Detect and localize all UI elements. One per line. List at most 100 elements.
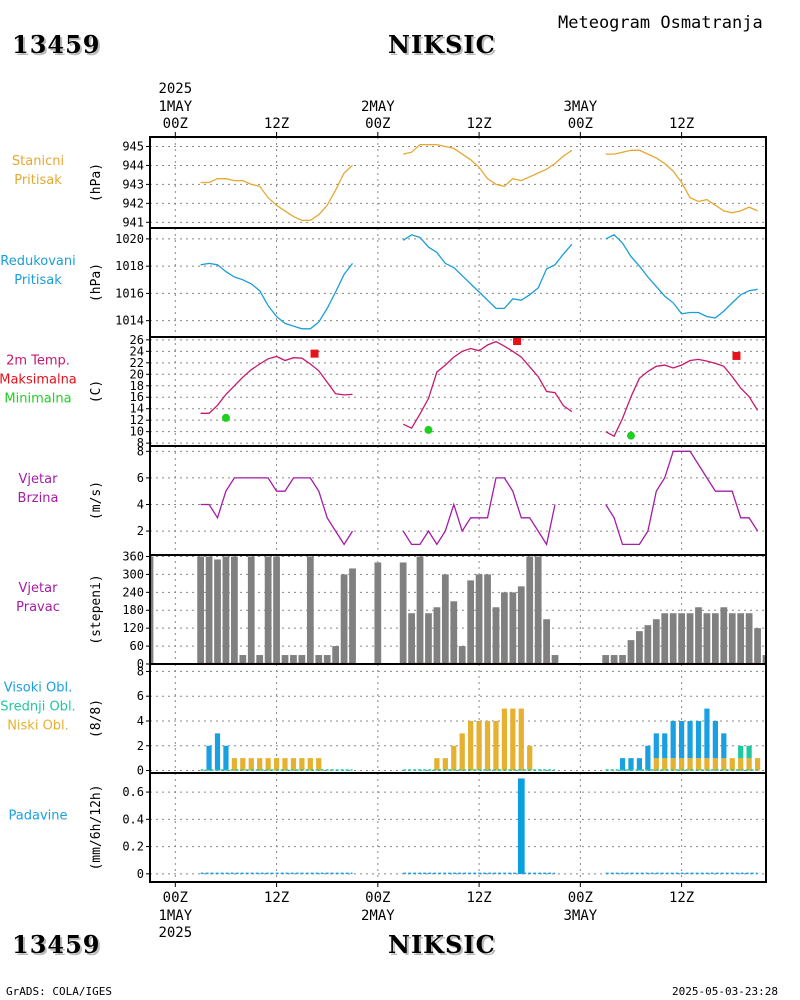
- data-bar: [281, 655, 289, 664]
- product-title: Meteogram Osmatranja: [558, 13, 763, 33]
- panel-plot-area: [200, 778, 758, 875]
- station-name-top: NIKSIC: [388, 30, 496, 59]
- panel-legend-label: Minimalna: [4, 392, 71, 407]
- y-tick-label: 14: [130, 402, 144, 416]
- y-tick-label: 0.2: [122, 840, 144, 854]
- y-tick-label: 6: [137, 471, 144, 485]
- series-line: [200, 234, 758, 330]
- y-tick-label: 60: [130, 639, 144, 653]
- cloud-bar: [679, 758, 685, 771]
- cloud-bar: [248, 758, 254, 771]
- series-line: [200, 450, 759, 547]
- y-tick-label: 24: [130, 344, 144, 358]
- data-bar: [619, 655, 626, 664]
- data-bar: [273, 556, 280, 664]
- panel-legend-label: 2m Temp.: [6, 354, 70, 369]
- y-tick-label: 4: [137, 497, 144, 511]
- cloud-bar: [484, 720, 491, 771]
- min-temp-marker: [626, 431, 635, 440]
- cloud-bar: [468, 720, 474, 771]
- bottom-day-label-0: 1MAY: [158, 908, 192, 924]
- y-axis-label: (m/s): [89, 481, 104, 520]
- station-id-top: 13459: [12, 30, 101, 59]
- data-bar: [610, 655, 618, 664]
- cloud-bar: [501, 708, 508, 771]
- data-bar: [264, 556, 272, 664]
- y-axis-label: (C): [89, 380, 104, 403]
- data-bar: [754, 628, 761, 664]
- top-time-label-4: 00Z: [568, 116, 593, 132]
- cloud-bar: [434, 758, 440, 771]
- panel-4: 0 60 120 180 240 300 360 (stepeni) Vjetar Pravac: [16, 549, 767, 671]
- cloud-bar: [476, 720, 482, 771]
- bottom-day-label-2: 2MAY: [361, 908, 395, 924]
- station-id-bottom: 13459: [12, 930, 101, 959]
- bottom-time-label-5: 12Z: [669, 890, 694, 906]
- y-tick-label: 120: [122, 621, 144, 635]
- cloud-bar: [746, 745, 752, 759]
- data-bar: [433, 607, 441, 664]
- y-tick-label: 1016: [115, 286, 144, 300]
- y-axis-label: (mm/6h/12h): [89, 784, 104, 870]
- y-tick-label: 8: [137, 436, 144, 450]
- cloud-bar: [738, 758, 744, 771]
- panel-plot-area: [200, 708, 761, 771]
- cloud-bar: [738, 745, 744, 759]
- panel-legend-label: Pritisak: [14, 273, 62, 288]
- top-time-label-1: 12Z: [264, 116, 289, 132]
- panel-legend-label: Redukovani: [0, 254, 75, 269]
- y-tick-label: 6: [137, 689, 144, 703]
- data-bar: [323, 655, 331, 664]
- data-bar: [399, 562, 407, 664]
- data-bar: [720, 607, 728, 664]
- cloud-bar: [231, 758, 237, 771]
- panel-legend-label: Stanicni: [12, 154, 64, 169]
- y-axis-label: (stepeni): [89, 574, 104, 644]
- cloud-bar: [662, 733, 668, 759]
- bottom-year-label: 2025: [158, 925, 192, 941]
- cloud-bar: [206, 745, 212, 771]
- data-bar: [467, 580, 475, 664]
- y-axis-label: (8/8): [89, 699, 104, 738]
- cloud-bar: [442, 758, 448, 771]
- data-bar: [484, 574, 491, 664]
- top-year-label: 2025: [158, 81, 192, 97]
- y-tick-label: 945: [122, 139, 144, 153]
- data-bar: [441, 574, 449, 664]
- data-bar: [290, 655, 297, 664]
- data-bar: [306, 556, 314, 664]
- data-bar: [678, 613, 685, 664]
- y-tick-label: 943: [122, 177, 144, 191]
- data-bar: [315, 655, 323, 664]
- top-time-label-3: 12Z: [466, 116, 491, 132]
- cloud-bar: [645, 745, 651, 771]
- data-bar: [340, 574, 348, 664]
- bottom-time-label-0: 00Z: [163, 890, 188, 906]
- cloud-bar: [695, 720, 702, 759]
- data-bar: [517, 778, 525, 874]
- bottom-time-label-1: 12Z: [264, 890, 289, 906]
- station-name-bottom: NIKSIC: [388, 930, 496, 959]
- cloud-bar: [282, 758, 288, 771]
- data-bar: [214, 559, 221, 664]
- cloud-bar: [451, 745, 457, 771]
- data-bar: [686, 613, 694, 664]
- data-bar: [150, 556, 154, 664]
- cloud-bar: [518, 708, 524, 771]
- series-line: [200, 143, 758, 222]
- cloud-bar: [670, 758, 676, 771]
- panel-legend-label: Pritisak: [14, 173, 62, 188]
- top-time-label-5: 12Z: [669, 116, 694, 132]
- cloud-bar: [729, 758, 735, 771]
- panel-0: 941 942 943 944 945 (hPa) Stanicni Pritisak: [12, 136, 767, 229]
- panel-legend-label: Padavine: [9, 809, 68, 824]
- cloud-bar: [290, 758, 297, 771]
- top-day-label-4: 3MAY: [563, 99, 597, 115]
- panel-legend-label: Brzina: [18, 491, 59, 506]
- panel-frame: [149, 445, 767, 556]
- footer-timestamp: 2025-05-03-23:28: [672, 985, 778, 998]
- cloud-bar: [695, 758, 702, 771]
- cloud-bar: [712, 720, 718, 759]
- y-tick-label: 240: [122, 585, 144, 599]
